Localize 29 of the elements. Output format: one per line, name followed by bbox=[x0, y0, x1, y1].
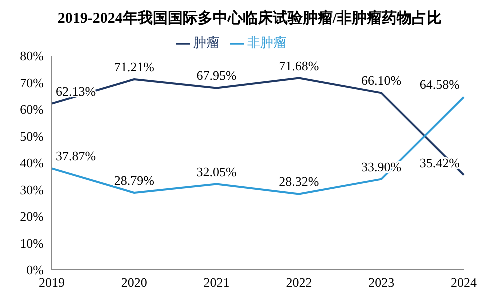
data-label: 28.32% bbox=[279, 174, 320, 190]
data-label: 71.68% bbox=[279, 58, 320, 74]
y-tick-label: 20% bbox=[20, 209, 44, 224]
y-tick-label: 10% bbox=[20, 236, 44, 251]
x-tick-label: 2023 bbox=[368, 275, 395, 290]
data-label: 62.13% bbox=[56, 84, 96, 99]
data-label: 32.05% bbox=[196, 164, 238, 180]
data-label: 66.10% bbox=[362, 73, 402, 88]
data-label: 28.79% bbox=[114, 172, 155, 188]
data-label: 64.58% bbox=[420, 77, 460, 92]
y-tick-label: 70% bbox=[20, 75, 44, 90]
x-tick-label: 2020 bbox=[121, 275, 148, 290]
chart-title: 2019-2024年我国国际多中心临床试验肿瘤/非肿瘤药物占比 bbox=[56, 9, 444, 29]
y-tick-label: 60% bbox=[20, 102, 44, 118]
data-label: 71.21% bbox=[114, 60, 155, 75]
y-tick-label: 50% bbox=[20, 128, 44, 144]
x-tick-label: 2021 bbox=[204, 275, 230, 290]
data-label: 67.95% bbox=[196, 68, 238, 84]
x-tick-label: 2024 bbox=[451, 275, 478, 290]
legend-label: 非肿瘤 bbox=[248, 35, 286, 50]
x-tick-label: 2019 bbox=[39, 275, 65, 290]
x-tick-label: 2022 bbox=[286, 275, 312, 290]
y-tick-label: 80% bbox=[20, 48, 44, 64]
legend-label: 肿瘤 bbox=[194, 35, 220, 50]
y-tick-label: 0% bbox=[26, 262, 44, 278]
y-tick-label: 40% bbox=[20, 156, 44, 171]
line-series bbox=[51, 96, 465, 196]
data-label: 37.87% bbox=[56, 148, 96, 164]
y-tick-label: 30% bbox=[20, 182, 44, 198]
